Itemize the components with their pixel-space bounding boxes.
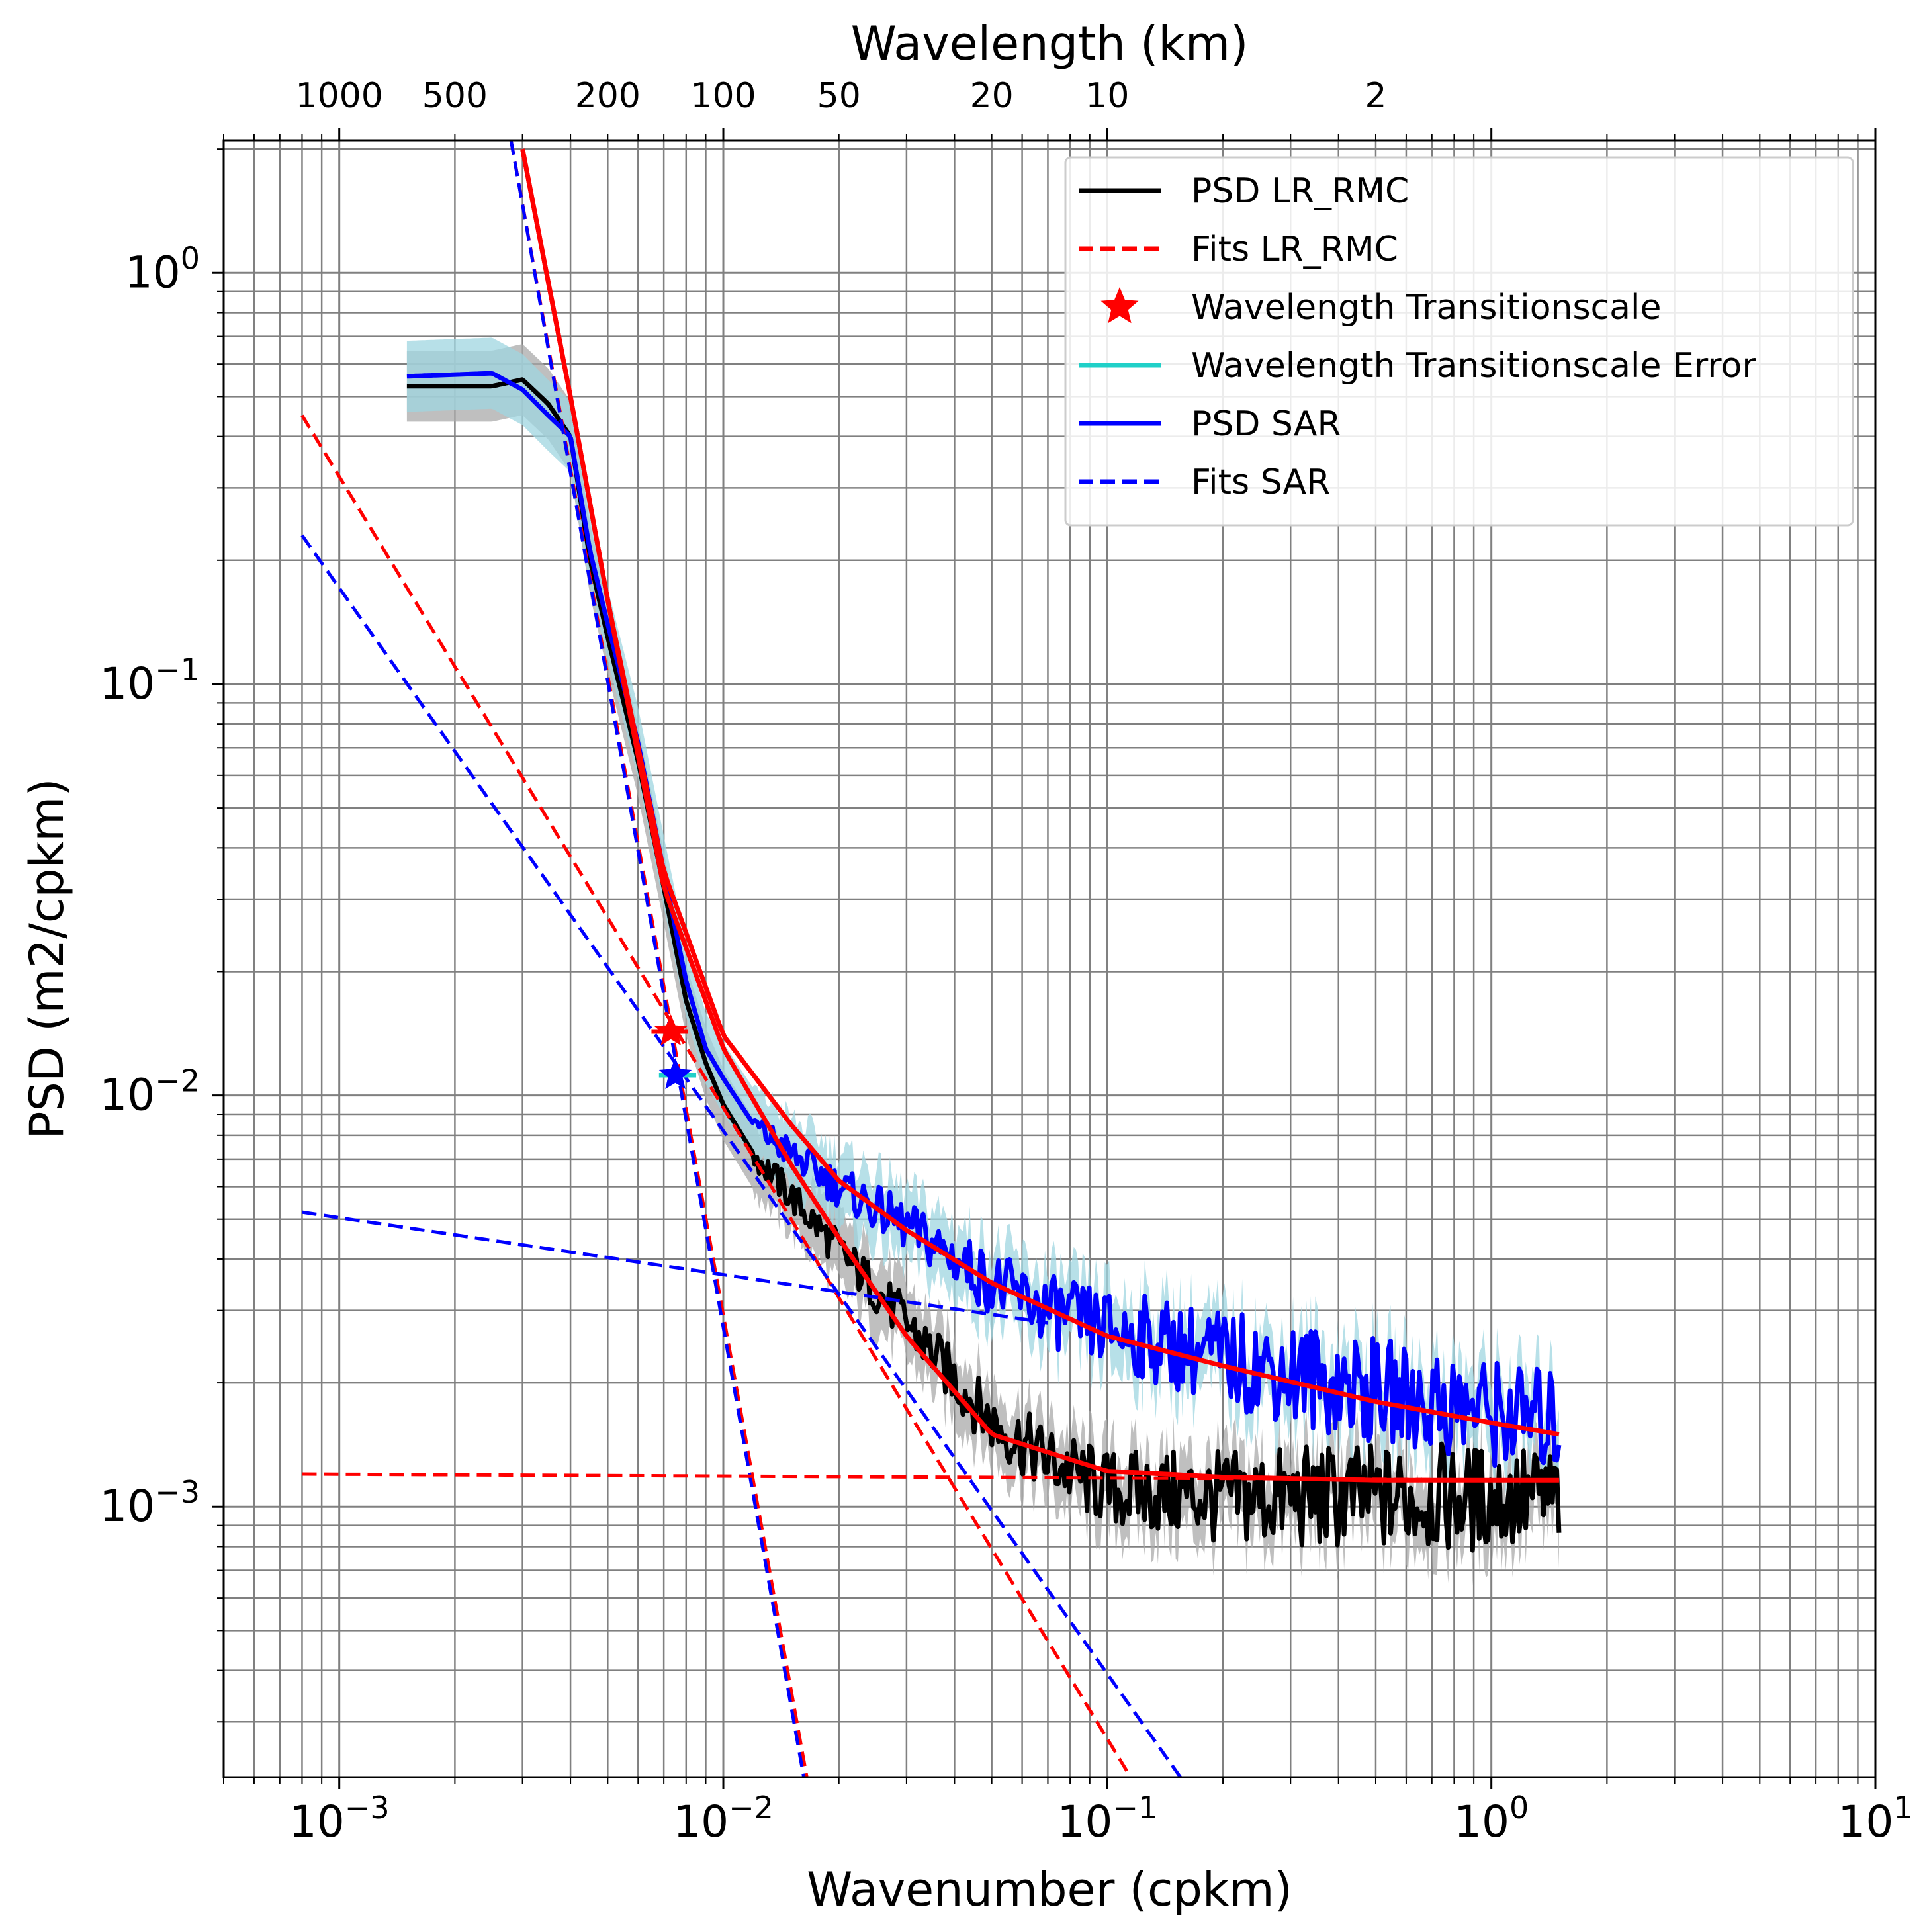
x-tick-label: 101 <box>1838 1790 1912 1847</box>
y-tick-label: 100 <box>125 240 200 298</box>
fit-fit-lr-rmc-flat <box>302 1472 1559 1482</box>
x-tick-label: 10−3 <box>289 1790 390 1847</box>
legend-label: PSD SAR <box>1191 404 1341 444</box>
transition-markers <box>651 1014 697 1089</box>
fit-fit-sar-flat <box>302 1210 1048 1325</box>
top-tick-label: 10 <box>1085 76 1129 116</box>
series-psd-lr-rmc <box>406 377 1562 1553</box>
legend-entry: Wavelength Transitionscale <box>1100 287 1661 328</box>
legend: PSD LR_RMC Fits LR_RMC Wavelength Transiti… <box>1064 156 1854 527</box>
axis-ticks: 10−3 10−2 10−1 100 101 10−3 10−2 10−1 100 1000 500… <box>99 76 1912 1847</box>
legend-label: Wavelength Transitionscale Error <box>1191 346 1756 386</box>
top-tick-label: 1000 <box>296 76 383 116</box>
x-axis-title: Wavenumber (cpkm) <box>807 1863 1292 1917</box>
plot-frame <box>222 139 1877 1778</box>
x-tick-label: 10−1 <box>1057 1790 1157 1847</box>
fit-fit-lr-rmc-mid <box>300 414 1132 1777</box>
fit-fit-sar-full <box>520 148 1560 1437</box>
x-tick-label: 100 <box>1454 1790 1529 1847</box>
y-axis-title: PSD (m2/cpkm) <box>20 778 74 1139</box>
fit-fit-sar-steep <box>509 140 806 1777</box>
transition-star <box>654 1014 688 1046</box>
legend-entry: PSD LR_RMC <box>1079 171 1409 211</box>
fit-fit-sar-mid <box>300 534 1182 1777</box>
y-tick-label: 10−3 <box>99 1474 200 1532</box>
x-tick-label: 10−2 <box>673 1790 774 1847</box>
fit-lines <box>300 140 1560 1777</box>
legend-box <box>1064 156 1854 527</box>
legend-label: Fits LR_RMC <box>1191 230 1398 269</box>
top-tick-label: 200 <box>575 76 641 116</box>
legend-label: PSD LR_RMC <box>1191 171 1409 211</box>
transition-star <box>658 1058 692 1089</box>
top-tick-label: 100 <box>690 76 756 116</box>
top-tick-label: 20 <box>970 76 1014 116</box>
legend-entry: Wavelength Transitionscale Error <box>1079 346 1756 386</box>
y-tick-label: 10−2 <box>99 1063 200 1121</box>
y-tick-label: 10−1 <box>99 652 200 709</box>
legend-entry: Fits LR_RMC <box>1079 230 1398 269</box>
data-series <box>406 371 1562 1553</box>
legend-label: Fits SAR <box>1191 462 1330 502</box>
legend-entry: Fits SAR <box>1079 462 1330 502</box>
legend-entry: PSD SAR <box>1079 404 1341 444</box>
legend-label: Wavelength Transitionscale <box>1191 288 1661 328</box>
legend-star-swatch <box>1100 287 1139 324</box>
top-axis-title: Wavelength (km) <box>851 17 1249 71</box>
top-tick-label: 50 <box>817 76 861 116</box>
top-tick-label: 500 <box>422 76 488 116</box>
top-tick-label: 2 <box>1365 76 1386 116</box>
series-psd-sar <box>406 371 1562 1468</box>
